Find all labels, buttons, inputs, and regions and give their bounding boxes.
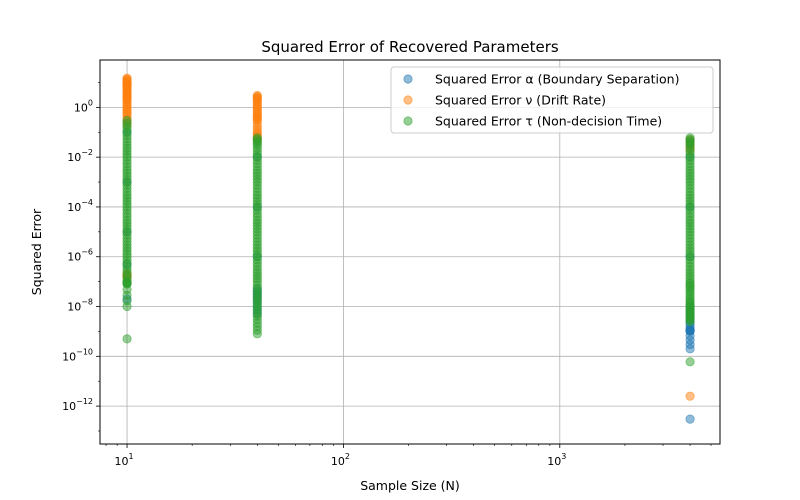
data-point-series-3 [122,118,132,128]
y-axis-label: Squared Error [29,208,44,295]
y-tick-label: 10−10 [62,347,93,363]
data-point-series-2 [252,91,262,102]
x-tick-label: 103 [547,452,566,468]
y-tick-label: 10−12 [62,397,93,413]
legend-marker [403,95,413,105]
data-point-series-2 [122,74,132,84]
data-point-series-1 [685,414,695,424]
axis-ticks: 101 102 103 100 10−2 10−4 10−6 10−8 10−10 10−12 [62,82,712,468]
y-tick-label: 10−8 [67,298,93,314]
legend-label: Squared Error α (Boundary Separation) [435,72,679,87]
legend-label: Squared Error ν (Drift Rate) [435,93,606,108]
legend-marker [403,74,413,84]
data-point-series-3 [252,135,262,145]
y-tick-label: 100 [74,98,93,114]
x-tick-label: 102 [331,452,350,468]
data-point-series-3 [685,135,695,145]
x-axis-label: Sample Size (N) [360,478,460,493]
plot-frame [99,59,721,445]
data-points [122,73,695,424]
data-point-series-3 [122,334,132,344]
data-point-series-3 [685,357,695,367]
y-tick-label: 10−2 [67,148,93,164]
y-tick-label: 10−6 [67,248,93,264]
legend-label: Squared Error τ (Non-decision Time) [435,114,662,129]
chart-title: Squared Error of Recovered Parameters [261,38,559,56]
legend: Squared Error α (Boundary Separation) Squ… [390,66,714,134]
x-tick-label: 101 [114,452,133,468]
y-tick-label: 10−4 [67,198,93,214]
legend-marker [403,116,413,126]
data-point-series-2 [685,391,695,401]
legend-box [390,66,714,134]
